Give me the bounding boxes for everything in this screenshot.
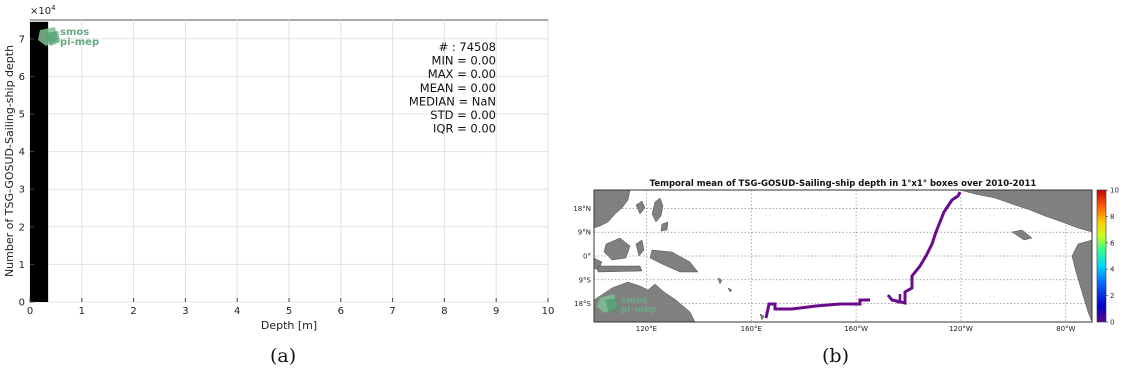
x-tick-label: 3 — [182, 306, 188, 317]
ship-track — [764, 191, 962, 319]
panel-label-a: (a) — [270, 345, 296, 367]
y-tick-label: 4 — [19, 147, 25, 158]
colorbar-tick-label: 6 — [1110, 239, 1115, 247]
map-lat-label: 18°S — [574, 300, 591, 308]
map-frame — [593, 189, 1093, 323]
histogram-y-label: Number of TSG-GOSUD-Sailing-ship depth — [3, 45, 16, 277]
stat-line: MEDIAN = NaN — [409, 94, 496, 108]
svg-text:smos: smos — [60, 27, 89, 38]
map-lat-label: 0° — [583, 253, 591, 261]
histogram-bars — [30, 21, 49, 303]
histogram-bar — [30, 21, 49, 303]
smos-logo-b: smos pi-mep — [597, 294, 657, 315]
x-tick-label: 4 — [234, 306, 240, 317]
x-tick-label: 0 — [27, 306, 33, 317]
stat-line: STD = 0.00 — [430, 108, 496, 122]
histogram-y-ticks: 0 1 2 3 4 5 6 7 — [19, 34, 34, 309]
smos-logo-a: smos pi-mep — [38, 27, 99, 48]
map-lon-label: 80°W — [1056, 325, 1075, 333]
svg-text:pi-mep: pi-mep — [621, 305, 657, 315]
x-tick-label: 1 — [79, 306, 85, 317]
y-tick-label: 3 — [19, 185, 25, 196]
stat-line: MEAN = 0.00 — [420, 81, 496, 95]
map-lon-label: 160°W — [844, 325, 868, 333]
track-segment-branch — [896, 294, 902, 304]
map-lon-label: 120°W — [949, 325, 973, 333]
map-lat-label: 18°N — [573, 205, 591, 213]
stat-line: MIN = 0.00 — [432, 54, 496, 68]
map-y-ticks: 18°N 9°N 0° 9°S 18°S — [573, 205, 591, 308]
map-title: Temporal mean of TSG-GOSUD-Sailing-ship … — [650, 179, 1037, 189]
x-tick-label: 5 — [286, 306, 292, 317]
map-lon-label: 120°E — [636, 325, 657, 333]
map-lat-label: 9°S — [579, 276, 592, 284]
svg-text:smos: smos — [621, 296, 647, 306]
colorbar-tick-label: 8 — [1110, 213, 1114, 221]
x-tick-label: 7 — [389, 306, 395, 317]
map-lat-label: 9°N — [578, 229, 591, 237]
histogram-x-label: Depth [m] — [261, 319, 317, 332]
y-tick-label: 1 — [19, 260, 25, 271]
map-lon-label: 160°E — [741, 325, 762, 333]
map-x-ticks: 120°E 160°E 160°W 120°W 80°W — [636, 325, 1076, 333]
histogram-x-ticks: 0 1 2 3 4 5 6 7 8 9 10 — [27, 298, 555, 317]
colorbar-ticks: 10 8 6 4 2 0 — [1106, 187, 1119, 327]
track-segment-north — [886, 191, 962, 305]
y-tick-label: 6 — [19, 72, 25, 83]
track-segment-west — [764, 298, 870, 319]
colorbar-tick-label: 4 — [1110, 266, 1115, 274]
x-tick-label: 9 — [493, 306, 499, 317]
histogram-panel: 0 1 2 3 4 5 6 7 8 9 10 0 1 2 3 4 5 6 7 ×104 Depth [m] Num… — [3, 4, 554, 332]
stat-line: # : 74508 — [439, 40, 496, 54]
y-tick-label: 2 — [19, 222, 25, 233]
y-multiplier: ×104 — [30, 4, 56, 17]
y-tick-label: 7 — [19, 34, 25, 45]
x-tick-label: 6 — [338, 306, 344, 317]
colorbar — [1096, 189, 1107, 323]
x-tick-label: 2 — [130, 306, 136, 317]
map-land — [593, 189, 1093, 323]
svg-text:pi-mep: pi-mep — [60, 37, 99, 48]
y-tick-label: 0 — [19, 298, 25, 309]
y-tick-label: 5 — [19, 110, 25, 121]
x-tick-label: 10 — [542, 306, 555, 317]
x-tick-label: 8 — [441, 306, 447, 317]
panel-label-b: (b) — [822, 345, 849, 367]
stat-line: MAX = 0.00 — [428, 67, 496, 81]
map-panel: Temporal mean of TSG-GOSUD-Sailing-ship … — [573, 179, 1119, 333]
stat-line: IQR = 0.00 — [433, 122, 496, 136]
colorbar-tick-label: 2 — [1110, 292, 1114, 300]
colorbar-tick-label: 10 — [1110, 187, 1119, 195]
colorbar-tick-label: 0 — [1110, 319, 1114, 327]
